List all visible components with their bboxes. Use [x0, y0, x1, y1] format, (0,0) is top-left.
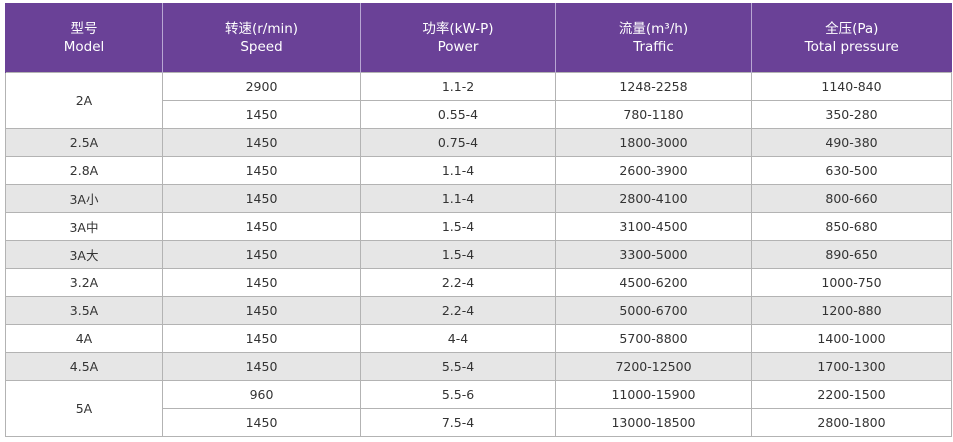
table-row: 4.5A 1450 5.5-4 7200-12500 1700-1300	[5, 352, 952, 381]
cell-traffic: 5700-8800	[555, 324, 752, 353]
cell-model: 3.2A	[5, 268, 163, 297]
cell-speed: 1450	[162, 408, 361, 437]
cell-power: 0.75-4	[360, 128, 556, 157]
cell-pressure: 800-660	[751, 184, 952, 213]
header-traffic-cn: 流量(m³/h)	[618, 20, 689, 37]
cell-power: 1.1-4	[360, 184, 556, 213]
header-pressure-cn: 全压(Pa)	[825, 20, 879, 37]
cell-speed: 1450	[162, 296, 361, 325]
cell-pressure: 2200-1500	[751, 380, 952, 409]
header-power: 功率(kW-P) Power	[360, 3, 556, 73]
cell-power: 2.2-4	[360, 296, 556, 325]
cell-traffic: 780-1180	[555, 100, 752, 129]
cell-power: 5.5-6	[360, 380, 556, 409]
cell-pressure: 1200-880	[751, 296, 952, 325]
cell-model: 2A	[5, 72, 163, 129]
table-row: 4A 1450 4-4 5700-8800 1400-1000	[5, 324, 952, 353]
table-row: 3.2A 1450 2.2-4 4500-6200 1000-750	[5, 268, 952, 297]
spec-table-container: 型号 Model 转速(r/min) Speed 功率(kW-P) Power 流量(…	[5, 3, 952, 437]
cell-traffic: 3100-4500	[555, 212, 752, 241]
cell-pressure: 350-280	[751, 100, 952, 129]
cell-model: 5A	[5, 380, 163, 437]
cell-power: 5.5-4	[360, 352, 556, 381]
cell-power: 1.1-4	[360, 156, 556, 185]
table-row: 3A小 1450 1.1-4 2800-4100 800-660	[5, 184, 952, 213]
cell-speed: 1450	[162, 212, 361, 241]
cell-traffic: 2600-3900	[555, 156, 752, 185]
cell-model: 4.5A	[5, 352, 163, 381]
header-pressure-en: Total pressure	[804, 38, 899, 55]
header-power-en: Power	[437, 38, 479, 55]
header-speed-cn: 转速(r/min)	[224, 20, 299, 37]
cell-model: 2.8A	[5, 156, 163, 185]
header-pressure: 全压(Pa) Total pressure	[751, 3, 952, 73]
table-row: 3A大 1450 1.5-4 3300-5000 890-650	[5, 240, 952, 269]
cell-traffic: 2800-4100	[555, 184, 752, 213]
cell-pressure: 630-500	[751, 156, 952, 185]
header-model-en: Model	[63, 38, 105, 55]
table-row: 3A中 1450 1.5-4 3100-4500 850-680	[5, 212, 952, 241]
cell-traffic: 11000-15900	[555, 380, 752, 409]
cell-speed: 1450	[162, 128, 361, 157]
cell-pressure: 1140-840	[751, 72, 952, 101]
table-row: 1450 0.55-4 780-1180 350-280	[6, 100, 952, 129]
cell-pressure: 1000-750	[751, 268, 952, 297]
cell-model: 4A	[5, 324, 163, 353]
cell-model: 3A小	[5, 184, 163, 213]
header-model: 型号 Model	[5, 3, 163, 73]
cell-model: 2.5A	[5, 128, 163, 157]
cell-pressure: 1700-1300	[751, 352, 952, 381]
cell-traffic: 1248-2258	[555, 72, 752, 101]
cell-speed: 1450	[162, 100, 361, 129]
cell-power: 1.5-4	[360, 212, 556, 241]
cell-traffic: 7200-12500	[555, 352, 752, 381]
cell-pressure: 2800-1800	[751, 408, 952, 437]
table-row: 3.5A 1450 2.2-4 5000-6700 1200-880	[5, 296, 952, 325]
cell-traffic: 13000-18500	[555, 408, 752, 437]
cell-power: 4-4	[360, 324, 556, 353]
table-header: 型号 Model 转速(r/min) Speed 功率(kW-P) Power 流量(…	[5, 3, 952, 73]
cell-speed: 1450	[162, 324, 361, 353]
cell-speed: 1450	[162, 352, 361, 381]
cell-speed: 1450	[162, 156, 361, 185]
cell-traffic: 3300-5000	[555, 240, 752, 269]
cell-model: 3A大	[5, 240, 163, 269]
table-row: 2A 2900 1.1-2 1248-2258 1140-840	[5, 72, 952, 129]
cell-speed: 1450	[162, 184, 361, 213]
cell-power: 1.1-2	[360, 72, 556, 101]
header-speed-en: Speed	[240, 38, 283, 55]
cell-power: 0.55-4	[360, 100, 556, 129]
cell-traffic: 4500-6200	[555, 268, 752, 297]
header-model-cn: 型号	[70, 20, 98, 37]
cell-speed: 1450	[162, 240, 361, 269]
header-speed: 转速(r/min) Speed	[162, 3, 361, 73]
cell-model: 3.5A	[5, 296, 163, 325]
table-row: 2.8A 1450 1.1-4 2600-3900 630-500	[5, 156, 952, 185]
header-power-cn: 功率(kW-P)	[422, 20, 494, 37]
cell-speed: 960	[162, 380, 361, 409]
table-body: 2A 2900 1.1-2 1248-2258 1140-840 1450 0.…	[5, 72, 952, 437]
table-row: 2.5A 1450 0.75-4 1800-3000 490-380	[5, 128, 952, 157]
cell-pressure: 890-650	[751, 240, 952, 269]
table-row: 1450 7.5-4 13000-18500 2800-1800	[6, 408, 952, 437]
header-traffic: 流量(m³/h) Traffic	[555, 3, 752, 73]
cell-traffic: 1800-3000	[555, 128, 752, 157]
cell-speed: 1450	[162, 268, 361, 297]
cell-speed: 2900	[162, 72, 361, 101]
cell-pressure: 1400-1000	[751, 324, 952, 353]
cell-pressure: 850-680	[751, 212, 952, 241]
cell-traffic: 5000-6700	[555, 296, 752, 325]
cell-pressure: 490-380	[751, 128, 952, 157]
cell-power: 7.5-4	[360, 408, 556, 437]
header-traffic-en: Traffic	[633, 38, 674, 55]
fan-spec-table: 型号 Model 转速(r/min) Speed 功率(kW-P) Power 流量(…	[5, 3, 952, 437]
cell-power: 1.5-4	[360, 240, 556, 269]
cell-power: 2.2-4	[360, 268, 556, 297]
table-row: 5A 960 5.5-6 11000-15900 2200-1500	[5, 380, 952, 437]
header-row: 型号 Model 转速(r/min) Speed 功率(kW-P) Power 流量(…	[5, 3, 952, 73]
cell-model: 3A中	[5, 212, 163, 241]
